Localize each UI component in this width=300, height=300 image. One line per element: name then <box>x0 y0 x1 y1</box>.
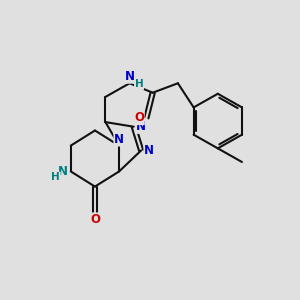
Text: O: O <box>134 111 144 124</box>
Text: N: N <box>124 70 135 83</box>
Text: H: H <box>51 172 60 182</box>
Text: N: N <box>144 144 154 157</box>
Text: H: H <box>135 79 143 89</box>
Text: N: N <box>58 165 68 178</box>
Text: N: N <box>136 120 146 133</box>
Text: O: O <box>90 213 100 226</box>
Text: N: N <box>114 133 124 146</box>
